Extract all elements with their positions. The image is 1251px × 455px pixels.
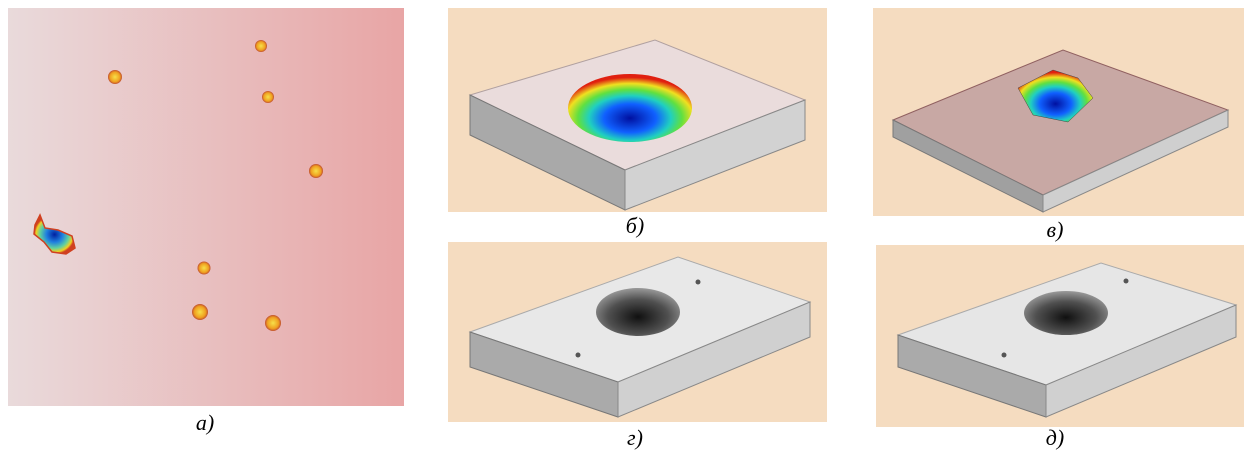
- caption: г): [627, 425, 643, 450]
- figure: а) б) в) г) д): [0, 0, 1251, 455]
- caption: б): [626, 213, 644, 238]
- panel-a-image: [8, 8, 404, 406]
- caption: в): [1047, 217, 1064, 242]
- caption: а): [196, 410, 214, 435]
- caption: д): [1046, 425, 1064, 450]
